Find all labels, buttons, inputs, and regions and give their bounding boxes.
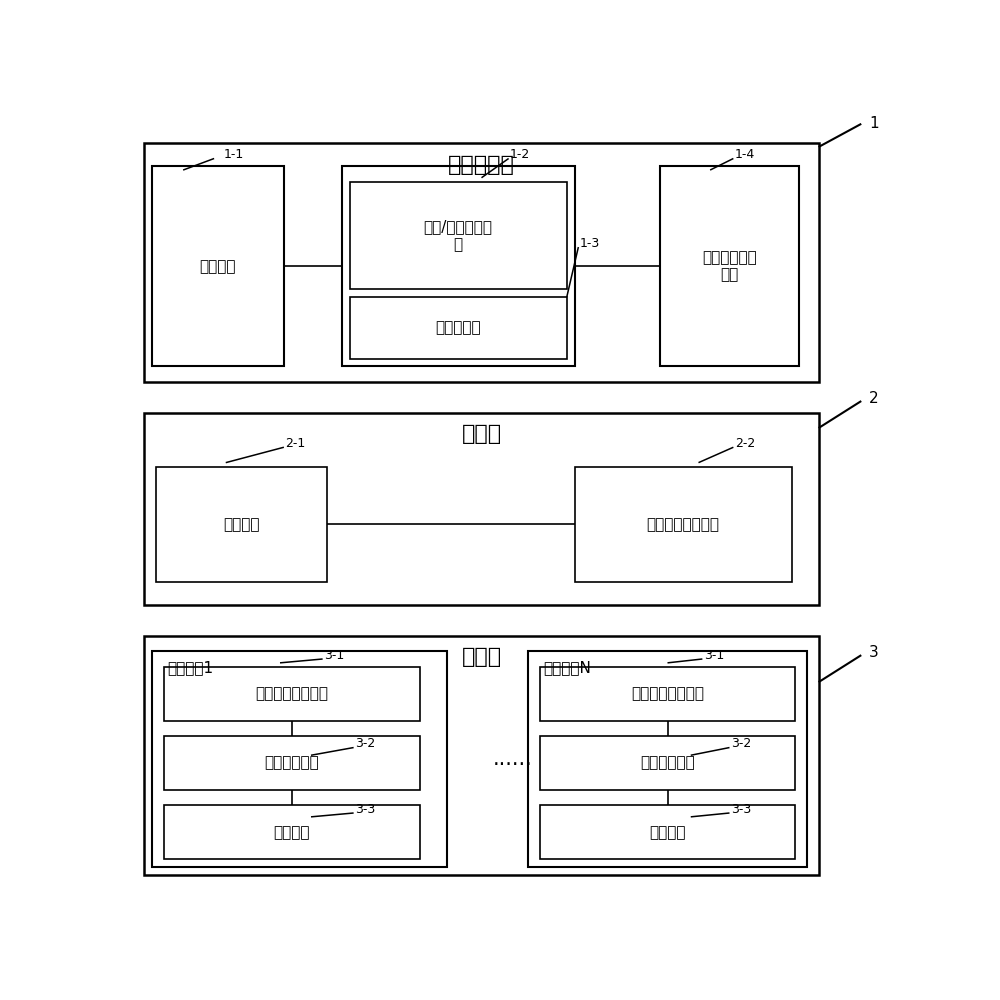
- Text: 第二无线传输模块: 第二无线传输模块: [646, 517, 720, 532]
- Text: 显示模块: 显示模块: [273, 825, 310, 840]
- Text: 2: 2: [869, 391, 879, 406]
- Text: 1-1: 1-1: [223, 148, 244, 161]
- Bar: [574, 466, 792, 582]
- Bar: [660, 166, 799, 366]
- Text: 2-2: 2-2: [735, 437, 755, 450]
- Bar: [156, 466, 326, 582]
- Text: 3-1: 3-1: [324, 649, 344, 662]
- Bar: [144, 413, 819, 605]
- Text: 第三无线传输模块: 第三无线传输模块: [255, 686, 328, 701]
- Text: 3-3: 3-3: [355, 803, 375, 816]
- Text: ......: ......: [493, 749, 532, 769]
- Text: 索道系统: 索道系统: [200, 259, 236, 274]
- Text: 基站端: 基站端: [461, 424, 502, 444]
- Text: 用户交互模块: 用户交互模块: [640, 755, 695, 770]
- Bar: [152, 651, 447, 867]
- Bar: [164, 805, 420, 859]
- Bar: [540, 736, 795, 790]
- Text: 3-2: 3-2: [731, 737, 751, 750]
- Text: 3: 3: [869, 645, 879, 660]
- Bar: [540, 805, 795, 859]
- Bar: [164, 736, 420, 790]
- Text: 1-2: 1-2: [510, 148, 530, 161]
- Bar: [540, 667, 795, 721]
- Bar: [350, 297, 567, 359]
- Text: 用户交互模块: 用户交互模块: [264, 755, 319, 770]
- Text: 姿态传感器: 姿态传感器: [435, 320, 481, 335]
- Text: 3-1: 3-1: [704, 649, 724, 662]
- Bar: [342, 166, 574, 366]
- Text: 用户设备N: 用户设备N: [544, 661, 591, 676]
- Text: 1-3: 1-3: [580, 237, 600, 250]
- Text: 1: 1: [869, 116, 879, 131]
- Text: 用户端: 用户端: [461, 647, 502, 667]
- Text: 3-2: 3-2: [355, 737, 375, 750]
- Bar: [144, 143, 819, 382]
- Text: 2-1: 2-1: [285, 437, 306, 450]
- Text: 第三无线传输模块: 第三无线传输模块: [631, 686, 704, 701]
- Text: 用户设备1: 用户设备1: [168, 661, 214, 676]
- Bar: [528, 651, 807, 867]
- Text: 显示模块: 显示模块: [649, 825, 686, 840]
- Text: 索道系统端: 索道系统端: [448, 155, 515, 175]
- Bar: [144, 636, 819, 875]
- Text: 第一无线传输
模块: 第一无线传输 模块: [702, 250, 757, 282]
- Text: 1-4: 1-4: [735, 148, 755, 161]
- Bar: [164, 667, 420, 721]
- Bar: [152, 166, 284, 366]
- Text: 存储模块: 存储模块: [223, 517, 260, 532]
- Bar: [350, 182, 567, 289]
- Text: 3-3: 3-3: [731, 803, 751, 816]
- Text: 图像/视频采集设
备: 图像/视频采集设 备: [424, 219, 493, 252]
